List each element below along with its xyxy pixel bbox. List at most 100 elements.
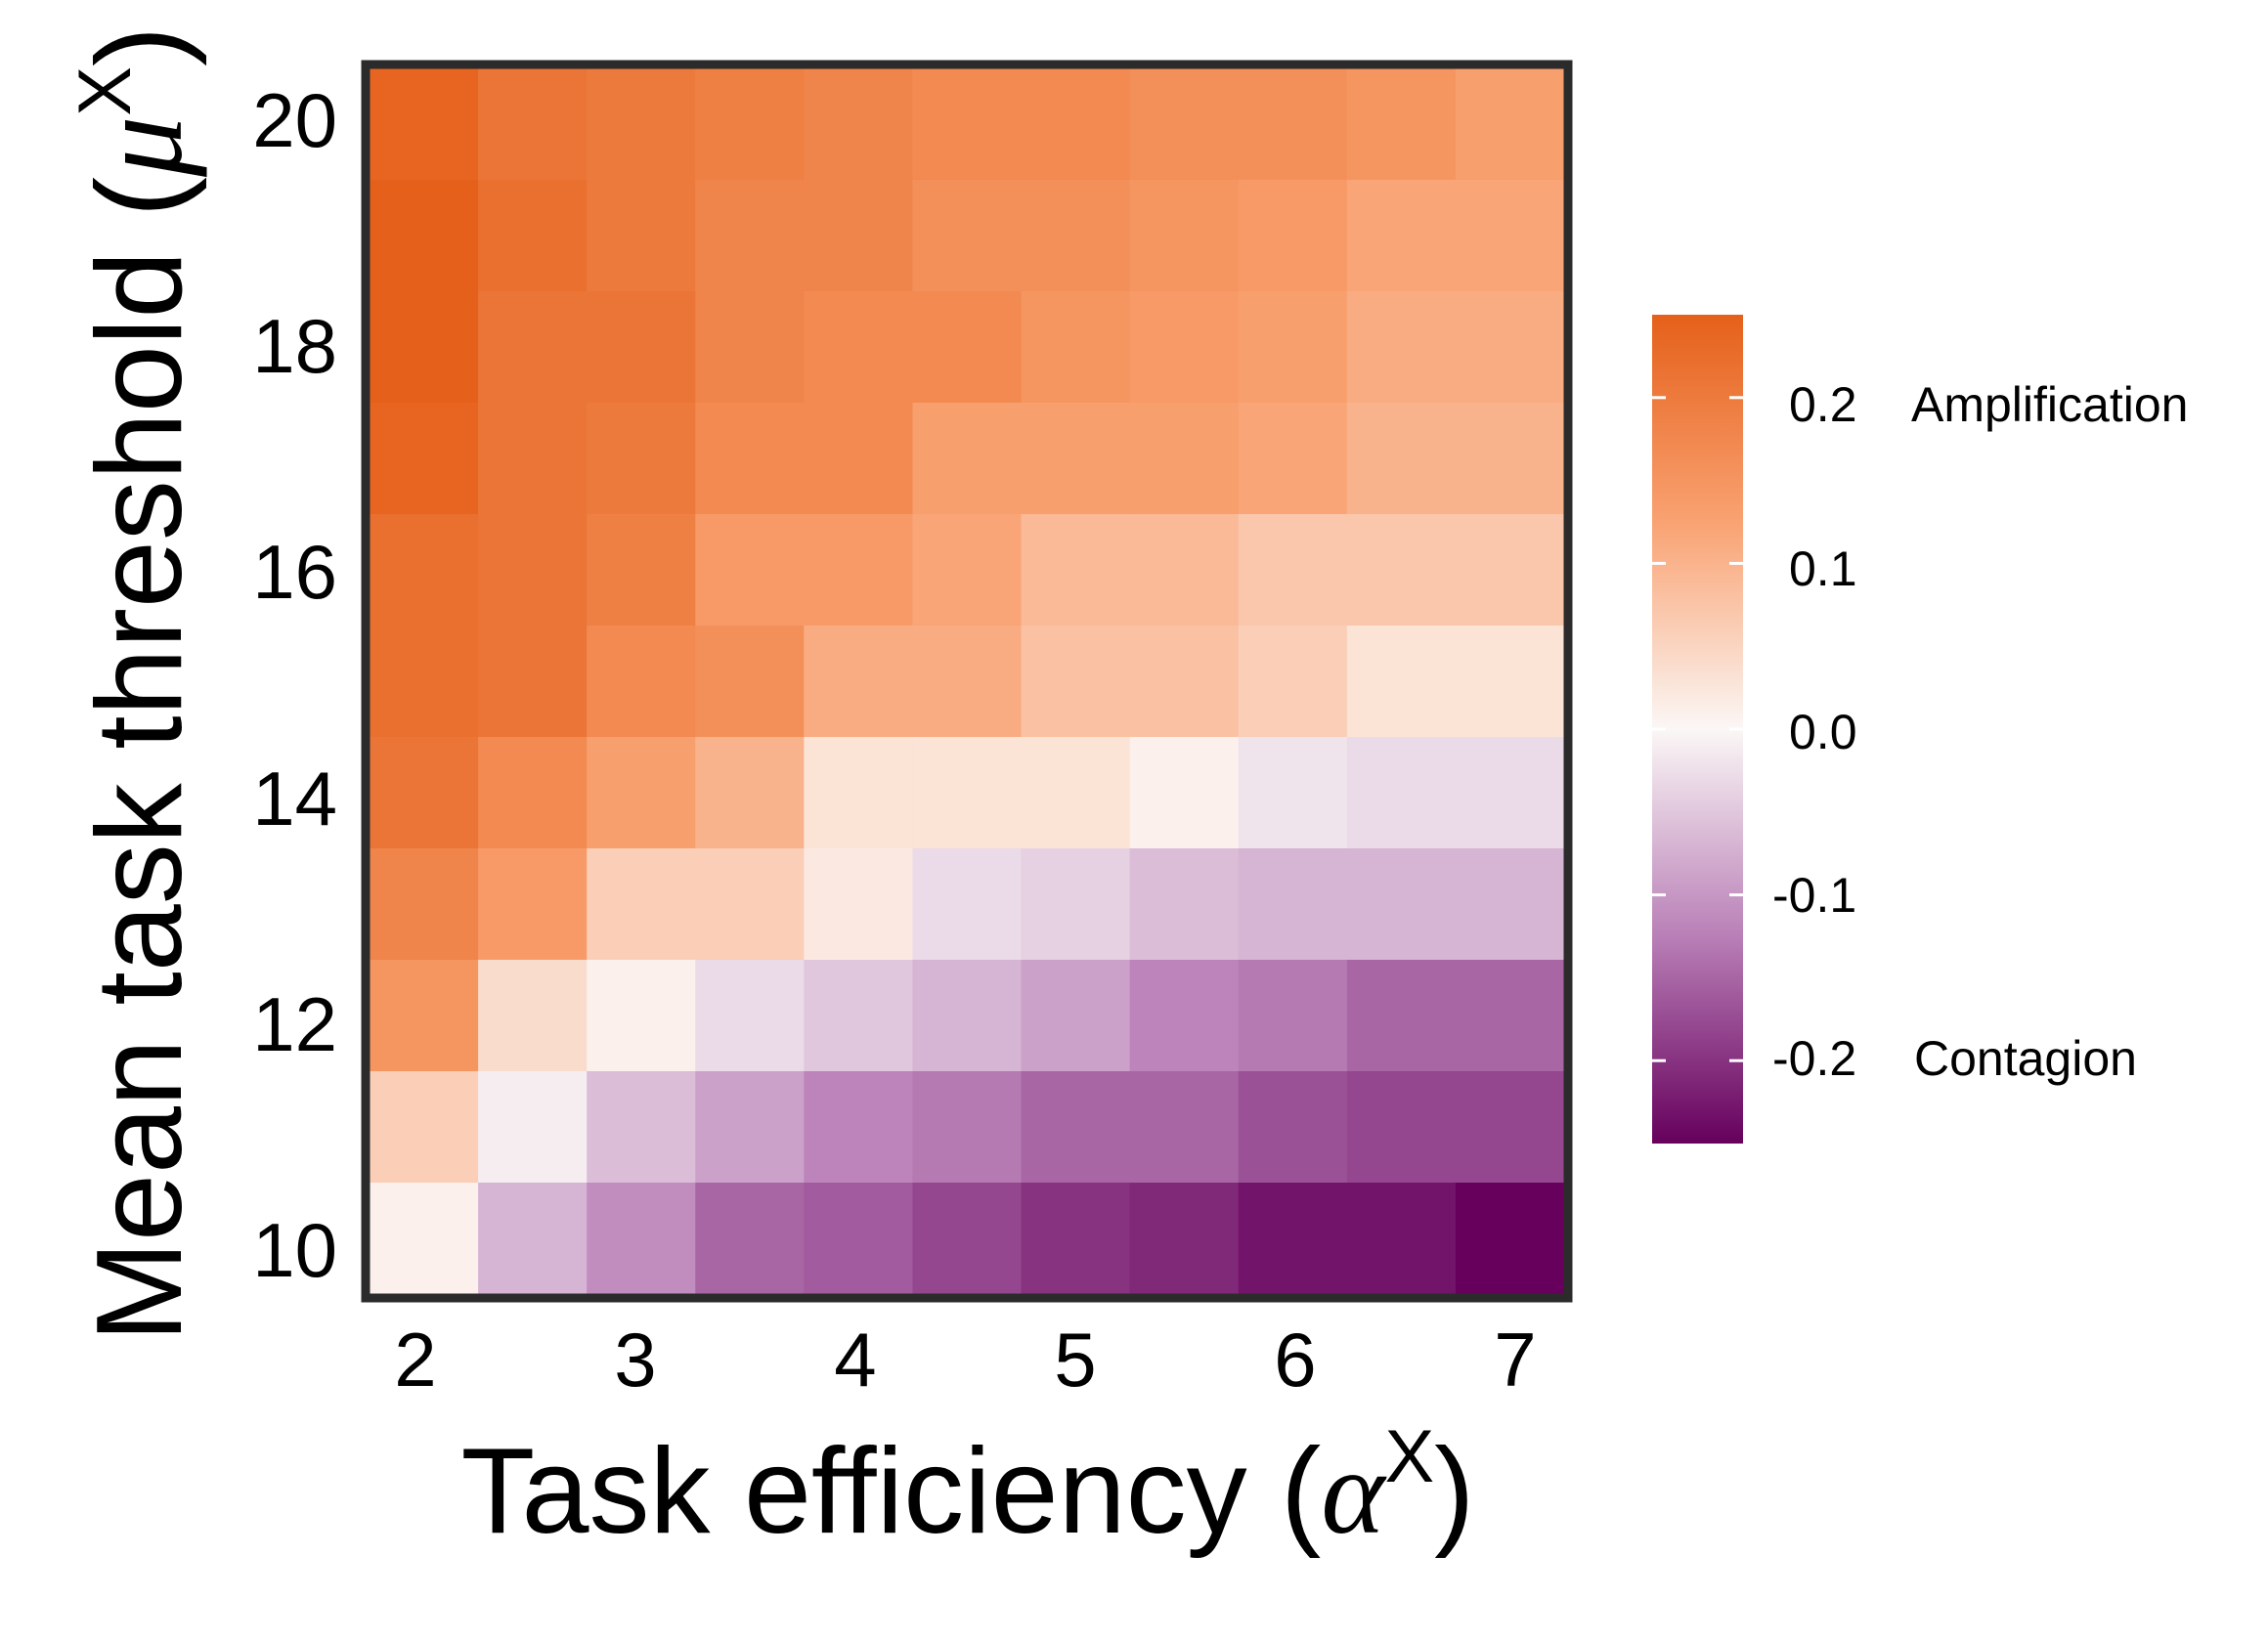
heatmap-cell: [1238, 1071, 1348, 1184]
y-axis-symbol: μ: [73, 116, 207, 178]
heatmap-cell: [1238, 737, 1348, 849]
heatmap-cell: [912, 403, 1023, 515]
heatmap-cell: [1346, 1071, 1457, 1184]
heatmap-cell: [912, 848, 1023, 961]
colorbar-high-label: Amplification: [1911, 377, 2188, 432]
heatmap-cell: [587, 737, 696, 849]
heatmap-cell: [804, 68, 914, 181]
heatmap-cell: [1455, 291, 1565, 404]
heatmap-cell: [695, 291, 805, 404]
heatmap-cell: [587, 68, 696, 181]
colorbar: 0.2 0.1 0.0 -0.1 -0.2 Amplification Cont…: [1652, 315, 2188, 1144]
heatmap-cell: [587, 626, 696, 738]
heatmap-cell: [1346, 626, 1457, 738]
heatmap-cell: [1021, 68, 1131, 181]
heatmap-cell: [695, 1183, 805, 1295]
y-tick-label: 10: [252, 1207, 337, 1293]
heatmap-cell: [1455, 737, 1565, 849]
heatmap-cell: [695, 960, 805, 1072]
heatmap-cell: [1346, 514, 1457, 627]
y-axis-label: Mean task threshold (μX): [64, 26, 207, 1343]
heatmap-cell: [478, 403, 588, 515]
heatmap-cell: [912, 180, 1023, 292]
heatmap-cell: [1021, 960, 1131, 1072]
heatmap-cell: [1346, 848, 1457, 961]
heatmap-cell: [1129, 291, 1240, 404]
heatmap-cell: [1238, 960, 1348, 1072]
colorbar-tick-label: 0.2: [1789, 377, 1857, 432]
heatmap-cell: [1021, 291, 1131, 404]
heatmap-cell: [804, 291, 914, 404]
heatmap-cell: [587, 180, 696, 292]
heatmap-cell: [1238, 68, 1348, 181]
heatmap-cell: [1129, 180, 1240, 292]
x-tick-label: 5: [1054, 1317, 1096, 1403]
heatmap-cell: [370, 514, 479, 627]
heatmap-cell: [478, 737, 588, 849]
colorbar-tick-label: 0.1: [1789, 541, 1857, 596]
heatmap-cell: [695, 514, 805, 627]
heatmap-cell: [370, 737, 479, 849]
heatmap-cell: [695, 626, 805, 738]
heatmap-cell: [478, 960, 588, 1072]
heatmap-cell: [1455, 960, 1565, 1072]
y-tick-labels: 10 12 14 16 18 20: [252, 77, 337, 1293]
heatmap-cell: [1455, 626, 1565, 738]
colorbar-tick-label: -0.2: [1772, 1031, 1856, 1086]
plot-frame: [361, 60, 1573, 1303]
heatmap-cell: [1346, 291, 1457, 404]
heatmap-cell: [1021, 1071, 1131, 1184]
heatmap-cell: [804, 514, 914, 627]
heatmap-cell: [804, 180, 914, 292]
y-tick-label: 16: [252, 529, 337, 615]
heatmap-cell: [1455, 180, 1565, 292]
colorbar-tick-label: -0.1: [1772, 868, 1856, 923]
heatmap-cell: [1021, 1183, 1131, 1295]
heatmap-cell: [1021, 848, 1131, 961]
y-axis-label-text: Mean task threshold: [72, 251, 207, 1343]
heatmap-cell: [1346, 737, 1457, 849]
heatmap-cell: [912, 626, 1023, 738]
heatmap-cells: [370, 68, 1565, 1295]
x-axis-superscript: X: [1384, 1415, 1434, 1498]
y-tick-label: 18: [252, 303, 337, 389]
colorbar-gradient: [1652, 315, 1743, 1144]
heatmap-cell: [478, 1183, 588, 1295]
heatmap-cell: [804, 403, 914, 515]
x-tick-labels: 2 3 4 5 6 7: [394, 1317, 1536, 1403]
heatmap-cell: [370, 1183, 479, 1295]
heatmap-cell: [912, 960, 1023, 1072]
heatmap-cell: [1129, 848, 1240, 961]
heatmap-cell: [370, 960, 479, 1072]
heatmap-cell: [1346, 68, 1457, 181]
heatmap-cell: [478, 514, 588, 627]
heatmap-cell: [587, 403, 696, 515]
heatmap-cell: [1021, 514, 1131, 627]
heatmap-cell: [1238, 626, 1348, 738]
x-axis-label: Task efficiency (αX): [461, 1415, 1475, 1559]
heatmap-cell: [370, 626, 479, 738]
heatmap-cell: [1455, 514, 1565, 627]
heatmap-cell: [1129, 403, 1240, 515]
heatmap-cell: [370, 291, 479, 404]
heatmap-cell: [804, 737, 914, 849]
heatmap-cell: [804, 1183, 914, 1295]
heatmap-cell: [587, 291, 696, 404]
colorbar-ticks: [1652, 396, 1743, 1062]
heatmap-cell: [912, 291, 1023, 404]
heatmap-cell: [1238, 403, 1348, 515]
heatmap-cell: [587, 960, 696, 1072]
x-tick-label: 7: [1494, 1317, 1536, 1403]
x-tick-label: 3: [614, 1317, 656, 1403]
heatmap-cell: [478, 626, 588, 738]
heatmap-cell: [370, 1071, 479, 1184]
heatmap-cell: [1129, 1183, 1240, 1295]
heatmap-cell: [1346, 960, 1457, 1072]
heatmap-cell: [478, 180, 588, 292]
heatmap-cell: [1238, 180, 1348, 292]
heatmap-cell: [587, 1183, 696, 1295]
heatmap-cell: [1455, 68, 1565, 181]
heatmap-cell: [1129, 1071, 1240, 1184]
heatmap-cell: [804, 626, 914, 738]
